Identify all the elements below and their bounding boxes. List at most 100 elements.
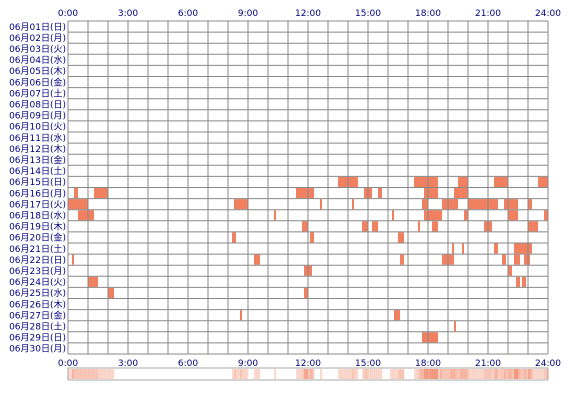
activity-block	[88, 276, 98, 287]
row-label: 06月14日(土)	[9, 165, 66, 177]
activity-block	[232, 232, 236, 243]
density-cell	[310, 369, 313, 379]
activity-block	[418, 221, 420, 232]
row-label: 06月03日(火)	[9, 44, 66, 55]
row-label: 06月11日(水)	[9, 132, 66, 144]
x-axis-bottom-ticks: 0:00 3:00 6:00 9:00 12:00 15:00 18:00 21:00 24:0…	[58, 359, 561, 369]
row-label: 06月29日(日)	[9, 333, 66, 344]
density-cell	[430, 369, 433, 379]
activity-block	[504, 199, 518, 210]
density-cell	[536, 369, 539, 379]
density-cell	[88, 369, 91, 379]
density-cell	[338, 369, 341, 379]
density-cell	[376, 369, 379, 379]
density-cell	[452, 369, 455, 379]
density-cell	[354, 369, 357, 379]
activity-block	[432, 221, 438, 232]
density-cell	[512, 369, 515, 379]
density-cell	[232, 369, 235, 379]
x-tick-label-top: 21:00	[475, 9, 501, 19]
row-label: 06月17日(火)	[9, 199, 66, 210]
density-cell	[392, 369, 395, 379]
row-label: 06月02日(月)	[9, 33, 66, 44]
density-cell	[112, 369, 115, 379]
density-cell	[102, 369, 105, 379]
density-cell	[464, 369, 467, 379]
density-cell	[434, 369, 437, 379]
activity-block	[422, 199, 428, 210]
activity-block	[392, 210, 394, 221]
activity-block	[240, 310, 242, 321]
x-tick-label-top: 18:00	[415, 9, 441, 19]
activity-block	[378, 188, 382, 199]
activity-block	[394, 310, 400, 321]
row-label: 06月09日(月)	[9, 111, 66, 122]
activity-block	[514, 243, 532, 254]
density-cell	[364, 369, 367, 379]
row-label: 06月20日(金)	[9, 232, 66, 244]
row-label: 06月22日(日)	[9, 255, 66, 266]
density-cell	[240, 369, 243, 379]
x-tick-label-top: 9:00	[238, 9, 258, 19]
activity-block	[74, 188, 78, 199]
density-cell	[402, 369, 405, 379]
density-cell	[84, 369, 87, 379]
density-cell	[474, 369, 477, 379]
row-label: 06月30日(月)	[9, 344, 66, 355]
density-cell	[458, 369, 461, 379]
density-cell	[432, 369, 435, 379]
row-label: 06月07日(土)	[9, 87, 66, 99]
activity-block	[522, 276, 526, 287]
density-cell	[492, 369, 495, 379]
activity-block	[296, 188, 314, 199]
density-cell	[72, 369, 75, 379]
x-tick-label-bottom: 0:00	[58, 359, 78, 369]
density-cell	[468, 369, 471, 379]
density-cell	[510, 369, 513, 379]
density-cell	[344, 369, 347, 379]
activity-block	[424, 188, 438, 199]
row-label: 06月28日(土)	[9, 320, 66, 332]
density-cell	[500, 369, 503, 379]
density-cell	[438, 369, 441, 379]
activity-block	[454, 321, 456, 332]
activity-block	[528, 221, 538, 232]
activity-block	[234, 199, 248, 210]
density-cell	[238, 369, 241, 379]
density-cell	[544, 369, 547, 379]
row-label: 06月01日(日)	[9, 22, 66, 33]
activity-block	[524, 254, 530, 265]
density-cell	[254, 369, 257, 379]
activity-block	[274, 210, 276, 221]
density-cell	[396, 369, 399, 379]
density-cell	[96, 369, 99, 379]
x-tick-label-top: 12:00	[295, 9, 321, 19]
row-label: 06月25日(水)	[9, 287, 66, 299]
density-cell	[78, 369, 81, 379]
density-cell	[514, 369, 517, 379]
activity-block	[442, 199, 458, 210]
density-cell	[236, 369, 239, 379]
density-cell	[400, 369, 403, 379]
activity-block	[372, 221, 378, 232]
density-cell	[420, 369, 423, 379]
density-cell	[320, 369, 323, 379]
activity-block	[544, 210, 548, 221]
density-cell	[106, 369, 109, 379]
density-cell	[538, 369, 541, 379]
x-tick-label-top: 24:00	[535, 9, 561, 19]
activity-block	[468, 199, 498, 210]
row-label: 06月08日(日)	[9, 99, 66, 110]
row-label: 06月15日(日)	[9, 177, 66, 188]
x-tick-label-bottom: 18:00	[415, 359, 441, 369]
row-label: 06月06日(金)	[9, 76, 66, 88]
activity-block	[538, 176, 548, 187]
density-cell	[258, 369, 261, 379]
density-cell	[356, 369, 359, 379]
density-cell	[242, 369, 245, 379]
density-cell	[422, 369, 425, 379]
density-cell	[478, 369, 481, 379]
density-cell	[436, 369, 439, 379]
density-cell	[484, 369, 487, 379]
density-cell	[340, 369, 343, 379]
